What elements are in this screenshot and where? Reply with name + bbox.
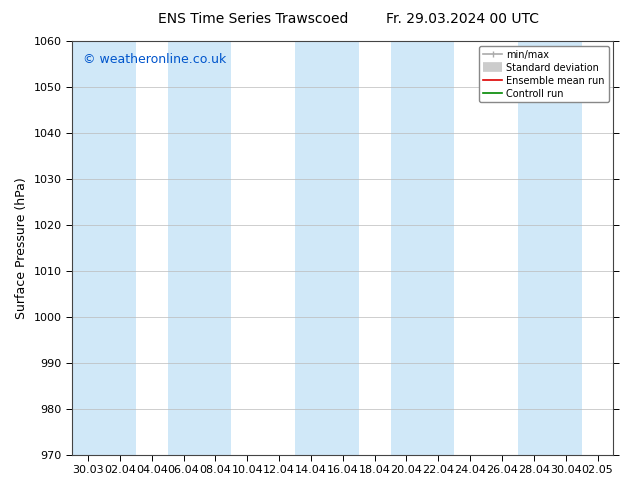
- Bar: [72, 41, 136, 455]
- Y-axis label: Surface Pressure (hPa): Surface Pressure (hPa): [15, 177, 28, 318]
- Text: Fr. 29.03.2024 00 UTC: Fr. 29.03.2024 00 UTC: [386, 12, 540, 26]
- Bar: [518, 41, 581, 455]
- Bar: [295, 41, 359, 455]
- Bar: [391, 41, 454, 455]
- Text: © weatheronline.co.uk: © weatheronline.co.uk: [83, 53, 226, 67]
- Text: ENS Time Series Trawscoed: ENS Time Series Trawscoed: [158, 12, 349, 26]
- Legend: min/max, Standard deviation, Ensemble mean run, Controll run: min/max, Standard deviation, Ensemble me…: [479, 46, 609, 102]
- Bar: [167, 41, 231, 455]
